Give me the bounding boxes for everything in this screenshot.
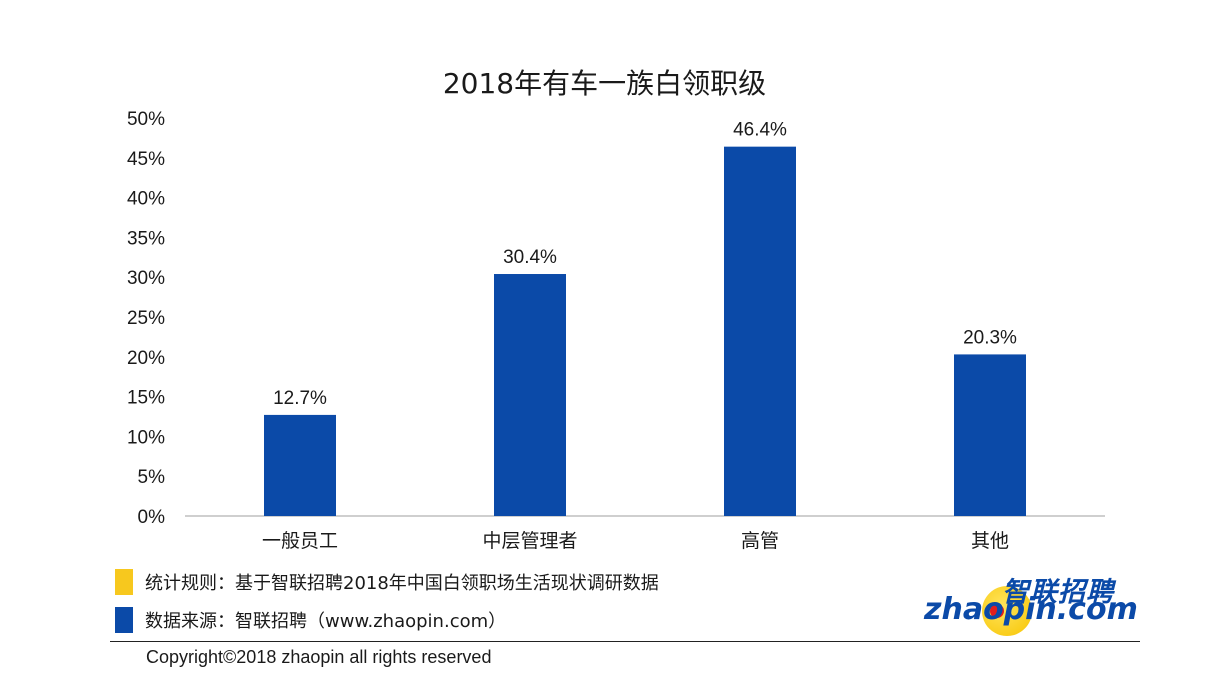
category-labels: 一般员工 中层管理者 高管 其他 (262, 530, 1009, 552)
legend-item-source: 数据来源：智联招聘（www.zhaopin.com） (115, 605, 506, 635)
y-tick-label: 35% (127, 228, 165, 249)
y-tick-label: 30% (127, 268, 165, 289)
category-label: 中层管理者 (482, 530, 577, 552)
category-label: 高管 (741, 530, 779, 552)
bar (954, 354, 1026, 516)
y-tick-label: 10% (127, 427, 165, 448)
category-label: 其他 (971, 530, 1009, 552)
bars (264, 146, 1026, 516)
zhaopin-logo: 智联招聘 zhaopin.com (920, 568, 1138, 640)
data-label: 20.3% (963, 327, 1017, 348)
logo-dot-icon (990, 604, 1004, 618)
bar (724, 146, 796, 516)
legend-label-source: 数据来源：智联招聘（www.zhaopin.com） (145, 611, 507, 632)
logo-en-text: zhaopin.com (924, 592, 1138, 627)
y-tick-label: 40% (127, 189, 165, 210)
y-tick-label: 45% (127, 149, 165, 170)
y-tick-label: 15% (127, 388, 165, 409)
data-label: 12.7% (273, 388, 327, 409)
copyright-text: Copyright©2018 zhaopin all rights reserv… (146, 647, 492, 667)
footer-divider (110, 641, 1140, 642)
legend-label-rule: 统计规则：基于智联招聘2018年中国白领职场生活现状调研数据 (145, 573, 659, 594)
data-label: 46.4% (733, 120, 787, 141)
y-tick-label: 5% (138, 467, 166, 488)
y-axis-ticks: 0% 5% 10% 15% 20% 25% 30% 35% 40% 45% 50% (127, 109, 165, 528)
bar (264, 414, 336, 516)
legend-swatch-yellow (115, 569, 133, 595)
y-tick-label: 25% (127, 308, 165, 329)
y-tick-label: 50% (127, 109, 165, 130)
y-tick-label: 0% (138, 507, 166, 528)
bar (494, 274, 566, 516)
chart-title: 2018年有车一族白领职级 (442, 67, 767, 100)
legend-swatch-blue (115, 607, 133, 633)
category-label: 一般员工 (262, 530, 338, 552)
y-tick-label: 20% (127, 348, 165, 369)
data-label: 30.4% (503, 247, 557, 268)
legend-item-rule: 统计规则：基于智联招聘2018年中国白领职场生活现状调研数据 (115, 567, 659, 597)
logo-cn-text: 智联招聘 (1002, 577, 1114, 608)
data-labels: 12.7% 30.4% 46.4% 20.3% (273, 120, 1017, 409)
